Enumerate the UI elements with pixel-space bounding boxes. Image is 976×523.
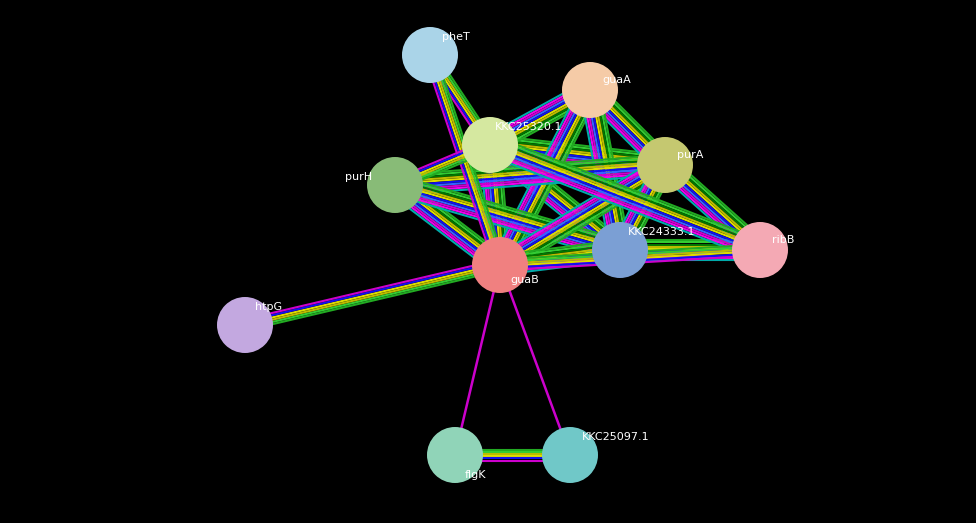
Circle shape — [592, 222, 648, 278]
Text: ribB: ribB — [772, 235, 794, 245]
Text: KKC25320.1: KKC25320.1 — [495, 122, 562, 132]
Circle shape — [462, 117, 518, 173]
Text: purA: purA — [677, 150, 704, 160]
Circle shape — [402, 27, 458, 83]
Text: flgK: flgK — [465, 470, 486, 480]
Text: KKC25097.1: KKC25097.1 — [582, 432, 650, 442]
Circle shape — [732, 222, 788, 278]
Circle shape — [637, 137, 693, 193]
Circle shape — [217, 297, 273, 353]
Circle shape — [367, 157, 423, 213]
Text: purH: purH — [345, 172, 372, 182]
Text: guaB: guaB — [510, 275, 539, 285]
Circle shape — [542, 427, 598, 483]
Circle shape — [427, 427, 483, 483]
Text: KKC24333.1: KKC24333.1 — [628, 227, 696, 237]
Text: htpG: htpG — [255, 302, 282, 312]
Circle shape — [472, 237, 528, 293]
Text: guaA: guaA — [602, 75, 630, 85]
Text: pheT: pheT — [442, 32, 469, 42]
Circle shape — [562, 62, 618, 118]
